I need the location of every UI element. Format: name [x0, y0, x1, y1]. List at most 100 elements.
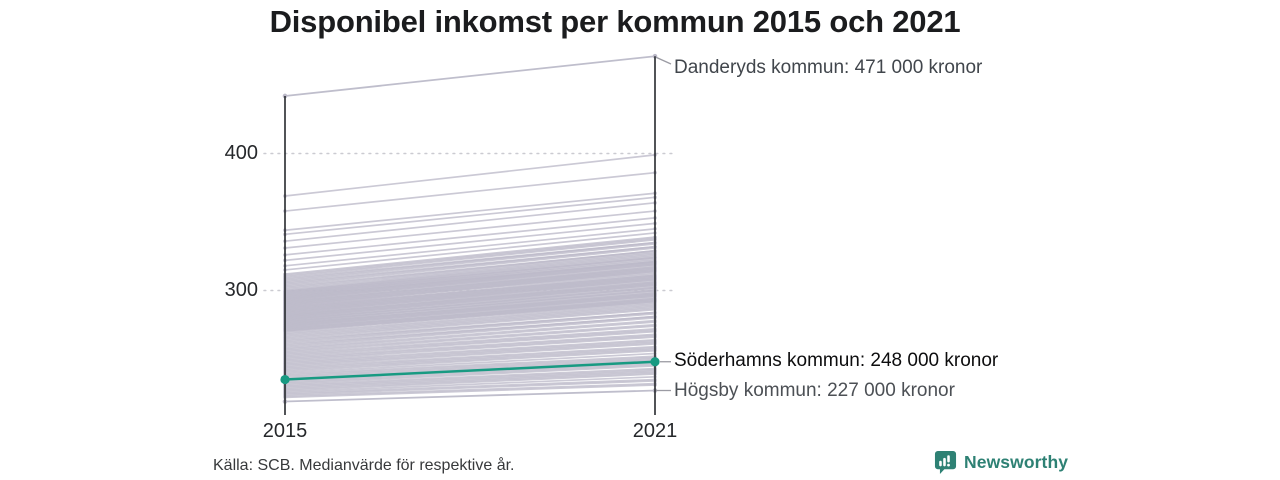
- background-slope-line: [284, 256, 656, 295]
- background-slope-line: [284, 375, 656, 393]
- background-slope-line: [284, 323, 656, 352]
- background-slope-line: [284, 247, 656, 286]
- background-slope-line: [284, 222, 656, 262]
- background-slope-line: [284, 336, 656, 362]
- highlight-dot-2015: [280, 374, 290, 385]
- background-slope-line: [284, 267, 656, 305]
- highlight-dot-2021: [650, 357, 660, 367]
- background-slope-line: [284, 334, 656, 360]
- background-slope-line: [284, 328, 656, 355]
- background-slope-line: [284, 238, 656, 278]
- background-slope-line: [284, 371, 656, 390]
- background-slope-line: [284, 232, 656, 271]
- background-slope-line: [284, 245, 656, 285]
- background-slope-line: [284, 382, 656, 397]
- background-slope-line: [284, 292, 656, 325]
- background-slope-line: [284, 275, 656, 312]
- background-slope-line: [284, 201, 656, 243]
- background-slope-line: [284, 317, 656, 348]
- background-slope-line: [284, 373, 656, 392]
- background-slope-line: [284, 236, 656, 275]
- background-slope-line: [284, 325, 656, 353]
- background-slope-line: [284, 306, 656, 337]
- background-slope-line: [284, 380, 656, 396]
- background-slope-line: [284, 304, 656, 336]
- background-slope-line: [284, 369, 656, 388]
- background-slope-line: [284, 333, 656, 359]
- background-slope-line: [284, 307, 656, 338]
- background-slope-line: [284, 365, 656, 385]
- background-slope-line: [284, 299, 656, 332]
- background-slope-line: [284, 312, 656, 344]
- background-slope-line: [284, 210, 656, 249]
- background-slope-line: [284, 355, 656, 375]
- background-slope-line: [284, 343, 656, 367]
- background-slope-line: [284, 295, 656, 328]
- background-slope-line: [284, 241, 656, 281]
- background-slope-line: [284, 289, 656, 323]
- background-slope-line: [284, 249, 656, 289]
- background-slope-line: [284, 237, 656, 277]
- background-slope-line: [284, 329, 656, 356]
- background-slope-line: [284, 282, 656, 318]
- background-slope-line: [284, 319, 656, 349]
- background-slope-line: [284, 277, 656, 313]
- background-slope-line: [284, 358, 656, 378]
- background-slope-line: [284, 228, 656, 267]
- background-slope-line: [284, 308, 656, 340]
- background-slope-line: [284, 171, 656, 212]
- background-slope-line: [284, 196, 656, 236]
- background-slope-line: [284, 154, 656, 197]
- background-slope-line: [284, 340, 656, 364]
- background-slope-line: [284, 349, 656, 373]
- background-slope-line: [284, 270, 656, 308]
- background-slope-line: [284, 362, 656, 382]
- annotation-danderyds-kommun: Danderyds kommun: 471 000 kronor: [674, 57, 983, 78]
- background-slope-line: [284, 286, 656, 321]
- background-slope-line: [284, 348, 656, 371]
- background-slope-line: [284, 370, 656, 389]
- background-slope-line: [284, 260, 656, 299]
- annotation-hogsby-kommun: Högsby kommun: 227 000 kronor: [674, 380, 955, 401]
- background-slope-line: [284, 297, 656, 330]
- highlight-slope-line: [284, 360, 656, 381]
- background-slope-line: [284, 356, 656, 377]
- background-slope-line: [284, 315, 656, 347]
- newsworthy-brand: Newsworthy: [934, 450, 1068, 475]
- background-slope-line: [284, 269, 656, 306]
- newsworthy-wordmark: Newsworthy: [964, 452, 1069, 472]
- y-axis-tick-300: 300: [224, 279, 258, 301]
- x-axis-tick-2015: 2015: [262, 420, 308, 442]
- source-note: Källa: SCB. Medianvärde för respektive å…: [213, 457, 515, 474]
- background-slope-line: [284, 284, 656, 319]
- background-slope-line: [284, 243, 656, 282]
- background-slope-line: [284, 262, 656, 300]
- background-slope-line: [284, 378, 656, 395]
- background-slope-line: [284, 192, 656, 232]
- background-slope-line: [284, 300, 656, 333]
- slope-line-2: [284, 389, 656, 403]
- background-slope-line: [284, 303, 656, 334]
- background-slope-line: [284, 311, 656, 343]
- background-slope-line: [284, 345, 656, 369]
- background-slope-line: [284, 384, 656, 399]
- background-slope-line: [284, 352, 656, 374]
- background-slope-line: [284, 330, 656, 358]
- slope-line-0: [284, 55, 656, 97]
- background-slope-line: [284, 251, 656, 290]
- newsworthy-logo-icon: [934, 451, 957, 474]
- background-slope-line: [284, 293, 656, 327]
- connector-danderyd: [655, 56, 672, 65]
- x-axis-tick-2021: 2021: [632, 420, 678, 442]
- background-slope-line: [284, 266, 656, 303]
- background-slope-line: [284, 363, 656, 384]
- background-slope-line: [284, 281, 656, 317]
- background-slope-line: [284, 341, 656, 366]
- background-slope-line: [284, 347, 656, 370]
- background-slope-line: [284, 258, 656, 296]
- background-slope-line: [284, 367, 656, 386]
- background-slope-line: [284, 321, 656, 351]
- annotation-soderhamns-kommun: Söderhamns kommun: 248 000 kronor: [674, 350, 999, 371]
